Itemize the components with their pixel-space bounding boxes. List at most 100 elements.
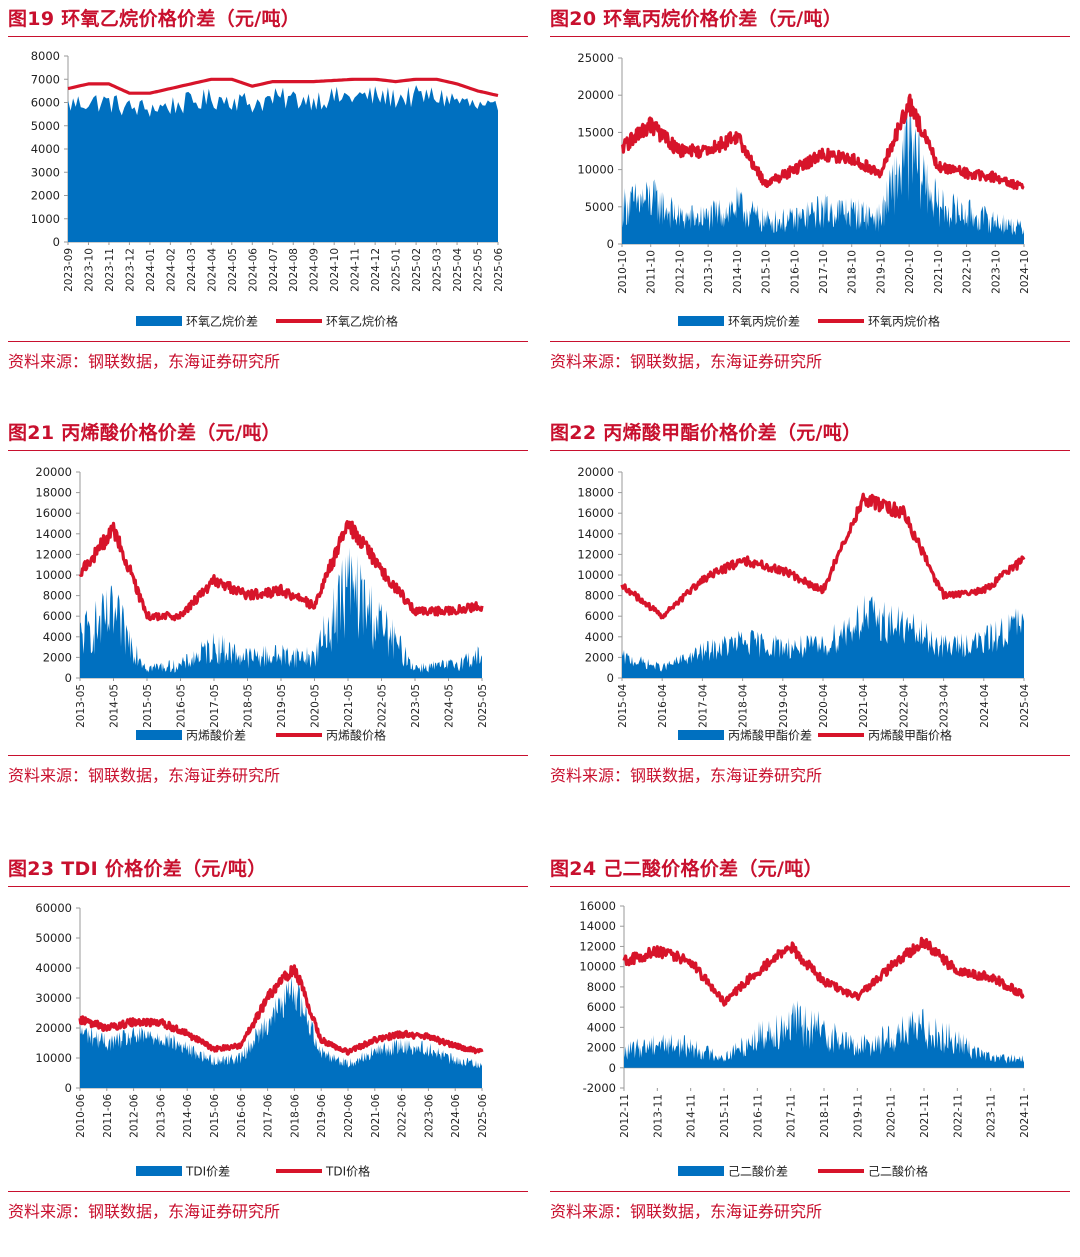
x-tick-label: 2018-10 — [847, 250, 859, 294]
y-tick-label: 10000 — [35, 568, 72, 582]
x-tick-label: 2016-04 — [657, 684, 669, 728]
x-tick-label: 2019-11 — [852, 1094, 864, 1138]
y-tick-label: 18000 — [35, 486, 72, 500]
price-line — [78, 520, 484, 622]
source-note: 资料来源：钢联数据，东海证券研究所 — [550, 766, 823, 785]
y-tick-label: 60000 — [35, 901, 72, 915]
spread-area — [80, 547, 482, 678]
x-tick-label: 2018-04 — [738, 684, 750, 728]
y-tick-label: 0 — [609, 1061, 616, 1075]
x-tick-label: 2024-11 — [1019, 1094, 1031, 1138]
panel-c21: 图21 丙烯酸价格价差（元/吨） 0 2000 4000 6000 8000 10000 1… — [8, 416, 528, 821]
price-line — [620, 492, 1026, 620]
spread-area — [68, 85, 498, 242]
x-tick-label: 2024-04 — [206, 248, 218, 292]
y-tick-label: 20000 — [35, 465, 72, 479]
y-tick-label: 6000 — [585, 609, 614, 623]
y-tick-label: 0 — [65, 671, 72, 685]
panel-c22: 图22 丙烯酸甲酯价格价差（元/吨） 0 2000 4000 6000 8000 1000… — [550, 416, 1070, 821]
x-tick-label: 2025-05 — [473, 248, 485, 292]
x-tick-label: 2025-04 — [1019, 684, 1031, 728]
y-tick-label: 2000 — [585, 650, 614, 664]
legend-spread-swatch — [678, 316, 724, 326]
x-tick-label: 2020-10 — [904, 250, 916, 294]
x-tick-label: 2025-05 — [477, 684, 489, 728]
chart-title: 图22 丙烯酸甲酯价格价差（元/吨） — [550, 422, 862, 444]
chart-title: 图23 TDI 价格价差（元/吨） — [8, 858, 267, 880]
x-tick-label: 2013-11 — [652, 1094, 664, 1138]
x-tick-label: 2022-10 — [962, 250, 974, 294]
y-tick-label: 2000 — [587, 1041, 616, 1055]
x-tick-label: 2016-05 — [176, 684, 188, 728]
y-tick-label: 7000 — [31, 72, 60, 86]
x-tick-label: 2018-06 — [289, 1094, 301, 1138]
panel-c20: 图20 环氧丙烷价格价差（元/吨） 0 5000 10000 15000 20000 25… — [550, 2, 1070, 407]
y-tick-label: 4000 — [585, 630, 614, 644]
y-tick-label: 6000 — [31, 96, 60, 110]
source-divider — [550, 1191, 1070, 1192]
x-tick-label: 2025-03 — [432, 248, 444, 292]
spread-area — [622, 100, 1024, 245]
chart-environmental-oxide-ethane: 0 1000 2000 3000 4000 5000 6000 7000 8000 2023-09… — [31, 49, 505, 329]
y-tick-label: 10000 — [577, 163, 614, 177]
y-tick-label: 12000 — [579, 939, 616, 953]
x-tick-label: 2012-06 — [129, 1094, 141, 1138]
y-tick-label: 1000 — [31, 212, 60, 226]
y-tick-label: 0 — [607, 671, 614, 685]
y-tick-label: 0 — [607, 237, 614, 251]
legend-spread-swatch — [136, 316, 182, 326]
y-tick-label: 4000 — [43, 630, 72, 644]
y-tick-label: 2000 — [31, 189, 60, 203]
x-tick-label: 2023-11 — [104, 248, 116, 292]
x-tick-label: 2024-10 — [329, 248, 341, 292]
x-tick-label: 2021-10 — [933, 250, 945, 294]
x-tick-label: 2020-04 — [818, 684, 830, 728]
y-tick-label: 8000 — [31, 49, 60, 63]
x-tick-label: 2013-10 — [703, 250, 715, 294]
legend-spread-label: 环氧丙烷价差 — [728, 315, 800, 329]
x-tick-label: 2022-11 — [952, 1094, 964, 1138]
y-tick-label: 0 — [53, 235, 60, 249]
x-tick-label: 2017-05 — [209, 684, 221, 728]
x-tick-label: 2024-07 — [268, 248, 280, 292]
chart-title: 图20 环氧丙烷价格价差（元/吨） — [550, 8, 843, 30]
spread-area — [624, 1000, 1024, 1068]
y-tick-label: 8000 — [587, 980, 616, 994]
y-tick-label: 12000 — [35, 547, 72, 561]
x-tick-label: 2017-10 — [818, 250, 830, 294]
price-line — [622, 936, 1025, 1007]
y-tick-label: 12000 — [577, 547, 614, 561]
x-tick-label: 2023-05 — [410, 684, 422, 728]
legend-spread-label: 丙烯酸价差 — [186, 728, 246, 743]
y-tick-label: 18000 — [577, 486, 614, 500]
chart-adipic-acid: -2000 0 2000 4000 6000 8000 10000 12000 14000 160… — [579, 899, 1031, 1179]
price-line — [620, 93, 1025, 191]
x-tick-label: 2024-06 — [450, 1094, 462, 1138]
chart-acrylic-acid: 0 2000 4000 6000 8000 10000 12000 14000 16000 180… — [35, 465, 489, 743]
legend-price-label: 环氧丙烷价格 — [868, 314, 940, 329]
x-tick-label: 2021-05 — [343, 684, 355, 728]
x-tick-label: 2016-11 — [752, 1094, 764, 1138]
price-line — [67, 77, 499, 98]
x-tick-label: 2023-10 — [83, 248, 95, 292]
chart-title: 图21 丙烯酸价格价差（元/吨） — [8, 422, 281, 444]
legend-spread-label: 己二酸价差 — [728, 1164, 788, 1179]
x-tick-label: 2015-10 — [761, 250, 773, 294]
title-divider — [8, 886, 528, 887]
x-tick-label: 2024-10 — [1019, 250, 1031, 294]
y-tick-label: 20000 — [577, 88, 614, 102]
x-tick-label: 2024-11 — [350, 248, 362, 292]
y-tick-label: 5000 — [31, 119, 60, 133]
y-tick-label: 14000 — [35, 527, 72, 541]
x-tick-label: 2020-06 — [343, 1094, 355, 1138]
x-tick-label: 2024-01 — [145, 248, 157, 292]
x-tick-label: 2024-09 — [309, 248, 321, 292]
x-tick-label: 2021-11 — [919, 1094, 931, 1138]
x-tick-label: 2013-06 — [155, 1094, 167, 1138]
y-tick-label: 5000 — [585, 200, 614, 214]
x-tick-label: 2024-08 — [288, 248, 300, 292]
y-tick-label: 6000 — [587, 1000, 616, 1014]
source-divider — [8, 341, 528, 342]
legend-spread-swatch — [678, 730, 724, 740]
x-tick-label: 2016-06 — [236, 1094, 248, 1138]
